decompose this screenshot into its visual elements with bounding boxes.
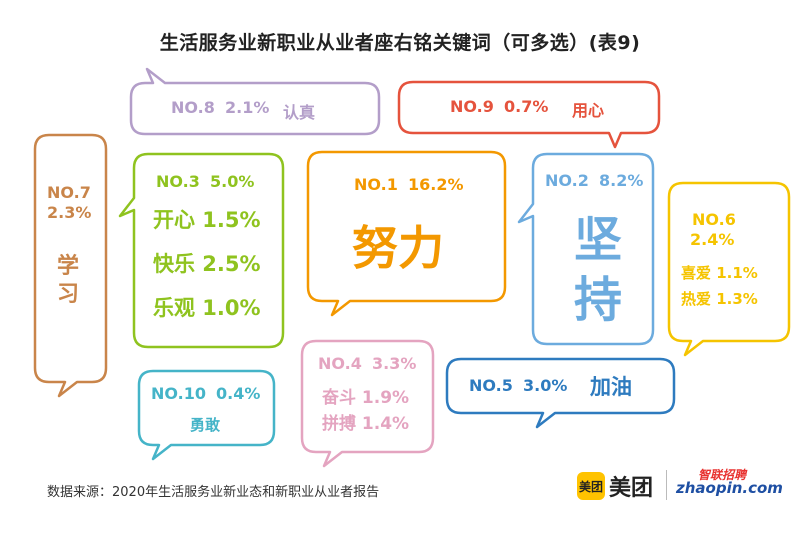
bubble-6-rank: NO.6 bbox=[692, 210, 736, 229]
bubble-8-keyword: 认真 bbox=[283, 103, 316, 122]
logo-divider bbox=[666, 470, 667, 500]
bubble-2 bbox=[517, 152, 655, 346]
bubble-3-item-3: 乐观 1.0% bbox=[153, 296, 261, 320]
bubble-10-percent: 0.4% bbox=[216, 384, 261, 403]
bubble-1-rank: NO.1 bbox=[354, 175, 398, 194]
source-note: 数据来源：2020年生活服务业新业态和新职业从业者报告 bbox=[47, 485, 380, 500]
bubble-7 bbox=[33, 133, 108, 398]
zhaopin-logo: 智联招聘 zhaopin.com bbox=[676, 466, 783, 502]
bubble-9-keyword: 用心 bbox=[572, 101, 605, 120]
bubble-5-percent: 3.0% bbox=[523, 376, 568, 395]
bubble-2-percent: 8.2% bbox=[599, 171, 644, 190]
bubble-7-keyword-char: 学 bbox=[57, 254, 80, 279]
bubble-8-percent: 2.1% bbox=[225, 98, 270, 117]
bubble-3-percent: 5.0% bbox=[210, 172, 255, 191]
bubble-3-item-1: 开心 1.5% bbox=[153, 208, 261, 232]
bubble-5-keyword: 加油 bbox=[590, 375, 632, 399]
bubble-2-rank: NO.2 bbox=[545, 171, 589, 190]
bubble-2-keyword-char: 持 bbox=[574, 272, 623, 328]
bubble-7-percent: 2.3% bbox=[47, 203, 92, 222]
bubble-4 bbox=[300, 339, 435, 468]
bubble-2-keyword-char: 坚 bbox=[574, 212, 623, 268]
bubble-6-item-2: 热爱 1.3% bbox=[681, 290, 758, 308]
bubble-9-percent: 0.7% bbox=[504, 97, 549, 116]
meituan-logo: 美团 美团 bbox=[577, 470, 653, 502]
bubble-3-rank: NO.3 bbox=[156, 172, 200, 191]
bubble-4-rank: NO.4 bbox=[318, 354, 362, 373]
bubble-4-item-2: 拼搏 1.4% bbox=[322, 414, 410, 434]
bubble-6-item-1: 喜爱 1.1% bbox=[681, 264, 758, 282]
bubble-1-keyword: 努力 bbox=[352, 221, 444, 275]
bubble-6-percent: 2.4% bbox=[690, 230, 735, 249]
bubble-3-item-2: 快乐 2.5% bbox=[153, 252, 261, 276]
bubble-10 bbox=[137, 369, 276, 461]
bubble-4-item-1: 奋斗 1.9% bbox=[322, 388, 410, 408]
bubble-5-rank: NO.5 bbox=[469, 376, 513, 395]
zhaopin-cn-text: 智联招聘 bbox=[698, 468, 747, 482]
bubble-10-rank: NO.10 bbox=[151, 384, 206, 403]
bubble-4-percent: 3.3% bbox=[372, 354, 417, 373]
meituan-badge: 美团 bbox=[577, 472, 605, 500]
bubble-8 bbox=[129, 67, 381, 136]
bubble-10-keyword: 勇敢 bbox=[190, 416, 221, 434]
bubble-1-percent: 16.2% bbox=[408, 175, 464, 194]
chart-title: 生活服务业新职业从业者座右铭关键词（可多选）(表9) bbox=[159, 32, 641, 54]
bubble-5 bbox=[445, 357, 676, 429]
bubble-9-rank: NO.9 bbox=[450, 97, 494, 116]
bubble-1 bbox=[306, 150, 507, 317]
meituan-text: 美团 bbox=[609, 476, 654, 501]
bubble-8-rank: NO.8 bbox=[171, 98, 215, 117]
bubble-9 bbox=[397, 80, 661, 149]
bubble-7-keyword-char: 习 bbox=[57, 281, 80, 307]
bubble-6 bbox=[667, 181, 791, 357]
bubble-3 bbox=[118, 152, 285, 349]
zhaopin-en-text: zhaopin.com bbox=[676, 479, 783, 497]
bubble-7-rank: NO.7 bbox=[47, 183, 91, 202]
